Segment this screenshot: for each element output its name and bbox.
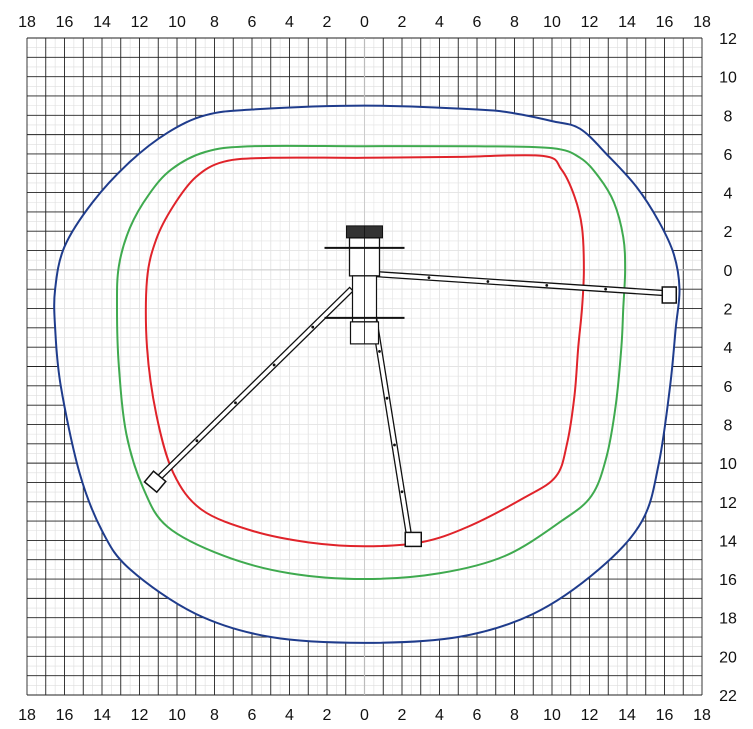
x-tick-label-bottom: 14	[618, 707, 636, 724]
leg-joint	[427, 276, 431, 280]
x-tick-label-bottom: 18	[18, 707, 36, 724]
x-tick-label-top: 10	[543, 14, 561, 31]
leg-joint	[378, 350, 381, 353]
leg-joint	[486, 280, 490, 283]
inner-light-grid	[54, 105, 680, 643]
y-tick-label: 4	[724, 186, 733, 203]
leg-joint	[234, 401, 237, 405]
x-tick-label-top: 10	[168, 14, 186, 31]
machine-outline	[143, 225, 677, 548]
x-axis-bottom-ticks: 18 16 14 12 10 8 6 4 2 0 2 4 6 8 10 12 14 16 18	[18, 707, 711, 724]
y-tick-label: 2	[724, 302, 733, 319]
x-tick-label-bottom: 8	[210, 707, 219, 724]
leg-joint	[311, 325, 315, 329]
x-tick-label-bottom: 0	[360, 707, 369, 724]
y-tick-label: 8	[724, 108, 733, 125]
y-tick-label: 18	[719, 611, 737, 628]
y-tick-label: 10	[719, 70, 737, 87]
x-tick-label-top: 12	[581, 14, 599, 31]
x-tick-label-bottom: 16	[656, 707, 674, 724]
x-tick-label-bottom: 14	[93, 707, 111, 724]
x-tick-label-bottom: 2	[398, 707, 407, 724]
x-tick-label-top: 4	[435, 14, 444, 31]
leg-joint	[393, 443, 396, 447]
x-tick-label-top: 14	[618, 14, 636, 31]
leg-joint	[195, 439, 199, 443]
x-tick-label-top: 6	[248, 14, 257, 31]
outrigger-foot	[404, 531, 422, 548]
x-tick-label-bottom: 18	[693, 707, 711, 724]
x-axis-top-ticks: 18 16 14 12 10 8 6 4 2 0 2 4 6 8 10 12 14 16 18	[18, 14, 711, 31]
envelope-backdrop	[54, 105, 680, 643]
leg-joint	[604, 287, 608, 291]
working-envelopes	[53, 104, 681, 644]
x-tick-label-bottom: 10	[168, 707, 186, 724]
x-tick-label-top: 18	[693, 14, 711, 31]
y-tick-label: 10	[719, 456, 737, 473]
outrigger-foot	[661, 286, 677, 304]
leg-joint	[400, 490, 404, 494]
x-tick-label-top: 4	[285, 14, 294, 31]
blue-envelope	[53, 104, 681, 644]
y-tick-label: 14	[719, 533, 737, 550]
x-tick-label-top: 12	[131, 14, 149, 31]
y-tick-label: 12	[719, 495, 737, 512]
x-tick-label-top: 18	[18, 14, 36, 31]
outrigger-foot	[143, 470, 167, 494]
x-tick-label-top: 8	[210, 14, 219, 31]
x-tick-label-bottom: 2	[323, 707, 332, 724]
x-tick-label-bottom: 16	[56, 707, 74, 724]
leg-joint	[385, 396, 389, 400]
x-tick-label-bottom: 12	[581, 707, 599, 724]
y-tick-label: 22	[719, 688, 737, 705]
x-tick-label-bottom: 12	[131, 707, 149, 724]
x-tick-label-bottom: 10	[543, 707, 561, 724]
leg-joint	[545, 283, 549, 287]
x-tick-label-top: 14	[93, 14, 111, 31]
leg-joint	[272, 363, 276, 367]
y-tick-label: 4	[724, 340, 733, 357]
y-tick-label: 0	[724, 263, 733, 280]
y-tick-label: 16	[719, 572, 737, 589]
y-tick-label: 6	[724, 147, 733, 164]
y-tick-label: 12	[719, 31, 737, 48]
x-tick-label-bottom: 8	[510, 707, 519, 724]
x-tick-label-bottom: 4	[435, 707, 444, 724]
x-tick-label-top: 0	[360, 14, 369, 31]
x-tick-label-bottom: 6	[248, 707, 257, 724]
x-tick-label-top: 16	[656, 14, 674, 31]
x-tick-label-top: 16	[56, 14, 74, 31]
green-envelope	[115, 144, 627, 581]
x-tick-label-top: 8	[510, 14, 519, 31]
x-tick-label-bottom: 4	[285, 707, 294, 724]
x-tick-label-top: 6	[473, 14, 482, 31]
y-tick-label: 20	[719, 649, 737, 666]
y-tick-label: 2	[724, 224, 733, 241]
y-tick-label: 8	[724, 417, 733, 434]
x-tick-label-top: 2	[323, 14, 332, 31]
x-tick-label-top: 2	[398, 14, 407, 31]
y-tick-label: 6	[724, 379, 733, 396]
x-tick-label-bottom: 6	[473, 707, 482, 724]
